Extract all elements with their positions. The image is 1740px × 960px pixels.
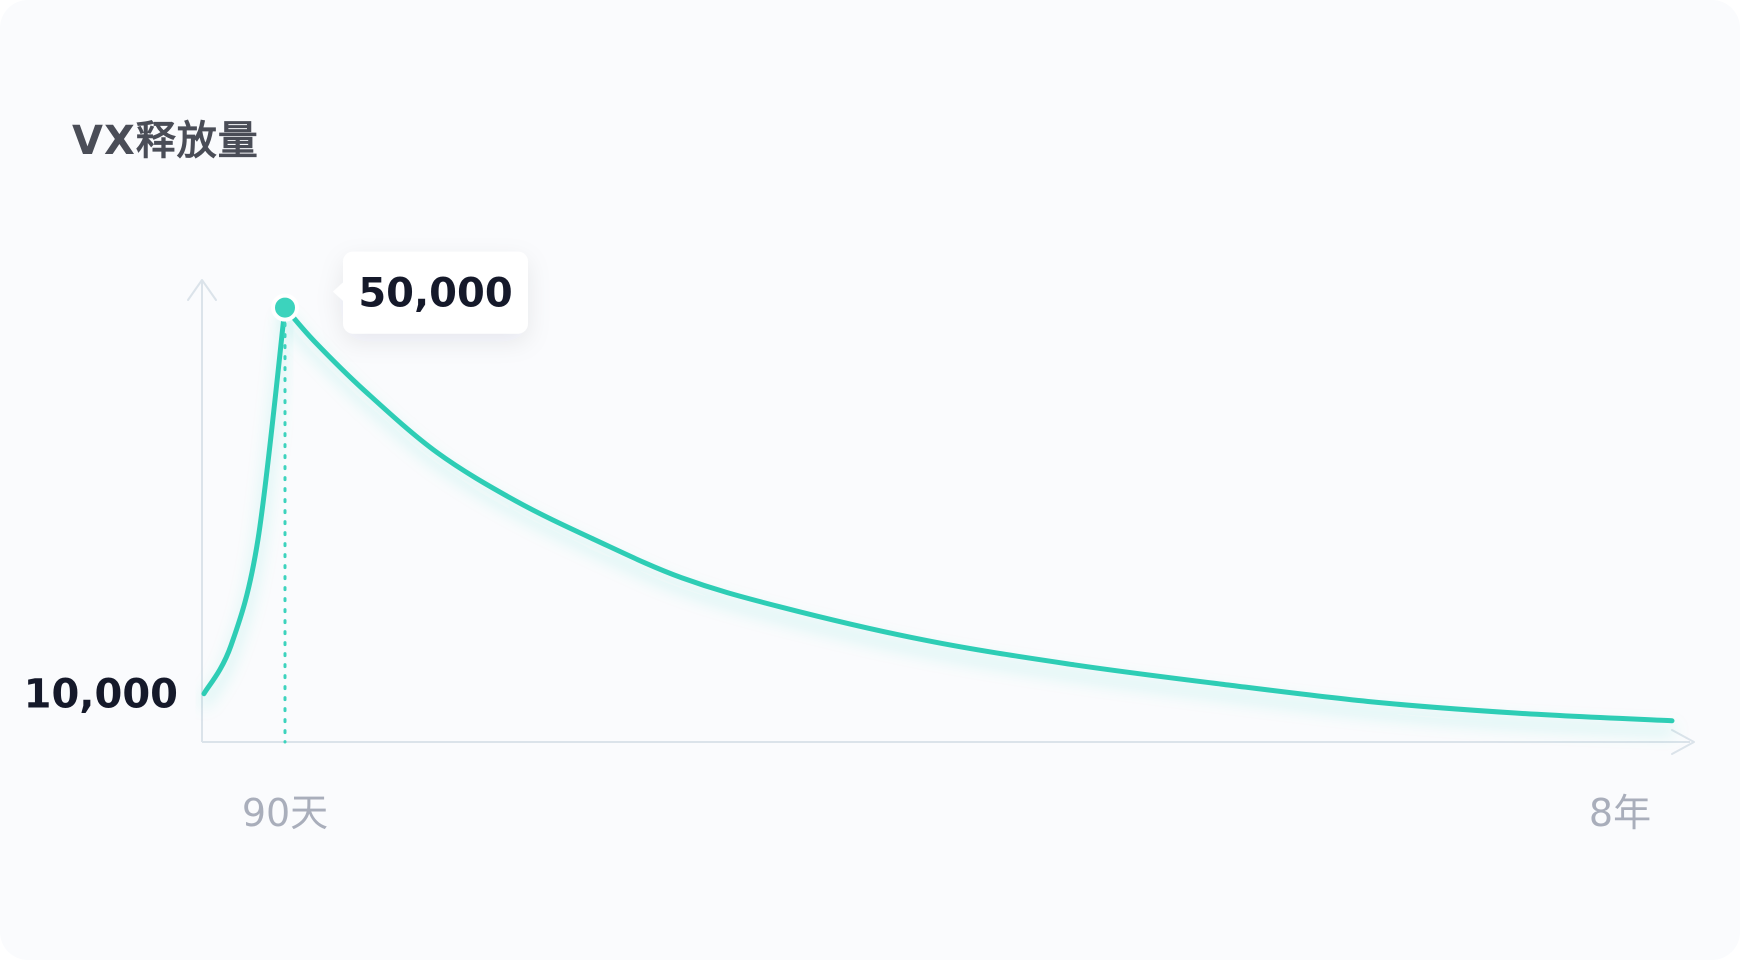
peak-value-label: 50,000 <box>358 271 512 317</box>
peak-tooltip-pointer <box>333 281 344 302</box>
series-layer <box>201 305 1675 724</box>
series-line-rise <box>201 305 288 697</box>
x-axis-arrow-icon <box>1671 729 1695 755</box>
peak-point <box>271 293 299 322</box>
y-tick-label: 10,000 <box>24 672 178 718</box>
y-axis <box>187 279 217 742</box>
x-tick-label: 90天 <box>242 791 328 835</box>
peak-tooltip <box>333 251 528 334</box>
series-line-decay <box>282 305 1675 724</box>
x-axis <box>202 729 1695 755</box>
peak-tooltip-box <box>343 251 528 334</box>
x-tick-label: 8年 <box>1589 791 1651 835</box>
y-axis-arrow-icon <box>187 279 217 301</box>
chart-title: VX释放量 <box>72 118 259 164</box>
